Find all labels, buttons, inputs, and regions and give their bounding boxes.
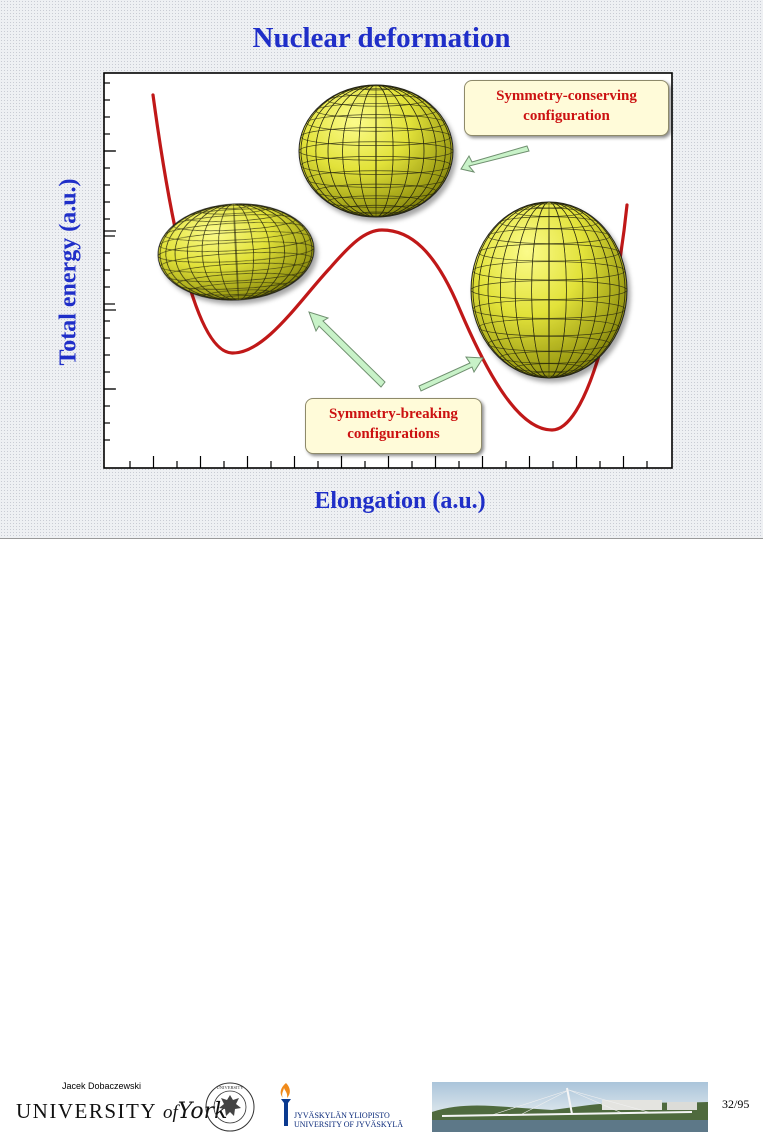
x-axis-label: Elongation (a.u.) — [314, 488, 486, 514]
jyu-line1: JYVÄSKYLÄN YLIOPISTO — [294, 1111, 390, 1120]
arrow-to-right-breaking — [418, 356, 484, 392]
nucleus-prolate-right — [470, 201, 628, 379]
energy-curve — [151, 93, 629, 432]
callout-symmetry-breaking: Symmetry-breaking configurations — [305, 398, 482, 454]
university-of-warsaw-seal-icon: UNIVERSITY — [205, 1082, 255, 1132]
nucleus-oblate-top — [298, 84, 454, 218]
callout-breaking-line2: configurations — [347, 426, 440, 442]
bridge-photo-icon — [432, 1082, 708, 1132]
y-axis-label: Total energy (a.u.) — [55, 178, 82, 366]
slide: Nuclear deformation Total energy (a.u.) — [0, 0, 763, 539]
arrow-to-conserving — [460, 145, 530, 173]
slide-title: Nuclear deformation — [252, 22, 511, 54]
callout-conserving-line1: Symmetry-conserving — [496, 88, 637, 104]
page-number: 32/95 — [722, 1097, 750, 1111]
callout-conserving-line2: configuration — [523, 108, 610, 124]
callout-symmetry-conserving: Symmetry-conserving configuration — [464, 80, 669, 136]
york-prefix: UNIVERSITY — [16, 1099, 157, 1123]
york-of: of — [162, 1102, 178, 1123]
arrow-to-left-breaking — [308, 311, 386, 388]
arrows — [308, 145, 530, 392]
jyvaskyla-torch-logo-icon — [280, 1083, 291, 1126]
york-logo: UNIVERSITY ofYork — [16, 1099, 227, 1124]
author-name: Jacek Dobaczewski — [62, 1081, 142, 1091]
callout-breaking-line1: Symmetry-breaking — [329, 406, 458, 422]
jyu-line2: UNIVERSITY OF JYVÄSKYLÄ — [294, 1120, 404, 1129]
nucleus-oblate-left — [157, 203, 315, 301]
jyu-wordmark: JYVÄSKYLÄN YLIOPISTO UNIVERSITY OF JYVÄS… — [294, 1111, 403, 1129]
axis-ticks — [104, 82, 648, 468]
svg-text:UNIVERSITY: UNIVERSITY — [217, 1085, 245, 1090]
footer-bar: Jacek Dobaczewski UNIVERSITY ofYork UNIV… — [0, 539, 763, 1132]
energy-diagram — [103, 72, 673, 469]
